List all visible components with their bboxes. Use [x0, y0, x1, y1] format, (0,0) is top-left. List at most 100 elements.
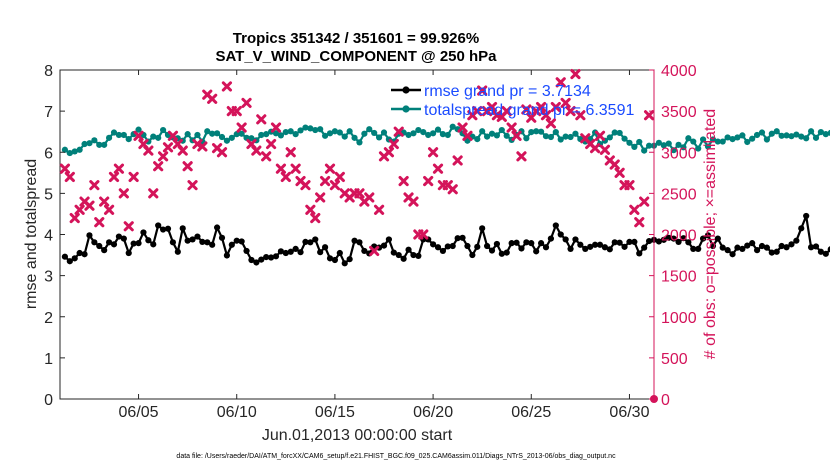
y2-tick-label: 2500 — [661, 186, 697, 203]
obs_assimilated-point — [432, 163, 444, 174]
rmse-point — [582, 245, 589, 252]
rmse-point — [670, 235, 677, 242]
totalspread-point — [71, 148, 78, 155]
rmse-point — [626, 238, 633, 245]
rmse-point — [606, 246, 613, 253]
obs_assimilated-point — [103, 204, 115, 215]
obs_assimilated-point — [614, 167, 625, 178]
obs_assimilated-point — [261, 151, 272, 162]
totalspread-point — [798, 133, 805, 140]
obs_assimilated-point — [418, 229, 429, 240]
y2-tick-label: 3000 — [661, 145, 697, 162]
rmse-point — [739, 245, 746, 252]
obs_assimilated-point — [59, 163, 71, 174]
totalspread-point — [660, 142, 667, 149]
obs_assimilated-point — [300, 180, 311, 191]
rmse-point — [272, 253, 280, 260]
rmse-point — [763, 244, 771, 251]
legend-totalspread-marker — [402, 105, 410, 113]
obs_assimilated-point — [329, 180, 341, 191]
obs_assimilated-point — [639, 196, 650, 207]
rmse-point — [130, 240, 137, 247]
rmse-point — [611, 239, 618, 246]
series-obs_assimilated — [59, 69, 655, 257]
obs_assimilated-point — [275, 163, 287, 174]
obs_assimilated-point — [408, 196, 419, 207]
obs_assimilated-point — [285, 147, 296, 158]
totalspread-point — [817, 129, 825, 136]
totalspread-point — [822, 131, 829, 138]
obs_assimilated-point — [354, 188, 365, 199]
obs_assimilated-point — [256, 114, 267, 125]
rmse-point — [665, 234, 672, 241]
rmse-point — [302, 238, 309, 245]
totalspread-point — [503, 132, 510, 139]
rmse-point — [307, 239, 314, 246]
obs_assimilated-point — [94, 217, 105, 228]
obs_assimilated-point — [157, 151, 169, 162]
y2-tick-label: 1000 — [661, 310, 697, 327]
rmse-point — [719, 244, 726, 251]
totalspread-point — [704, 143, 712, 150]
obs_assimilated-point — [64, 171, 75, 183]
rmse-point — [321, 244, 329, 251]
totalspread-point — [714, 138, 721, 145]
rmse-point — [336, 249, 343, 257]
rmse-point — [773, 248, 780, 255]
obs_assimilated-point — [187, 180, 198, 191]
totalspread-point — [228, 134, 235, 141]
legend-rmse-label: rmse grand pr = 3.7134 — [424, 83, 591, 100]
rmse-point — [120, 235, 127, 242]
totalspread-point — [557, 136, 564, 143]
obs_assimilated-point — [305, 204, 316, 215]
totalspread-point — [542, 133, 550, 140]
rmse-point — [616, 239, 623, 246]
rmse-point — [508, 240, 515, 247]
rmse-point — [699, 235, 707, 242]
rmse-point — [159, 226, 167, 233]
obs_assimilated-point — [319, 175, 331, 187]
obs_assimilated-point — [280, 171, 291, 183]
obs_assimilated-point — [545, 118, 557, 129]
rmse-point — [194, 233, 201, 240]
y-axis-label: rmse and totalspread — [23, 159, 40, 309]
y2-tick-label: 0 — [661, 392, 670, 409]
totalspread-point — [66, 149, 73, 157]
totalspread-point — [493, 132, 501, 139]
rmse-point — [267, 254, 275, 261]
rmse-point — [282, 249, 289, 257]
rmse-point — [238, 238, 245, 245]
rmse-point — [454, 235, 461, 242]
rmse-point — [356, 239, 363, 246]
rmse-point — [685, 239, 692, 246]
rmse-point — [537, 240, 545, 247]
rmse-point — [415, 252, 422, 259]
rmse-point — [778, 242, 785, 250]
data-file-footer: data file: /Users/raeder/DAI/ATM_forcXX/… — [176, 453, 616, 460]
totalspread-point — [258, 131, 265, 139]
rmse-point — [66, 258, 73, 265]
obs_assimilated-point — [153, 161, 164, 172]
rmse-point — [444, 243, 451, 250]
marks — [59, 69, 830, 403]
rmse-point — [695, 245, 702, 252]
totalspread-point — [282, 129, 289, 136]
rmse-point — [380, 242, 388, 249]
totalspread-point — [562, 133, 569, 140]
rmse-point — [660, 236, 667, 243]
rmse-point — [248, 256, 255, 264]
rmse-point — [61, 253, 69, 260]
totalspread-point — [356, 139, 363, 146]
rmse-point — [709, 242, 717, 250]
rmse-point — [798, 225, 805, 232]
rmse-point — [645, 237, 653, 245]
rmse-point — [277, 248, 285, 255]
obs_assimilated-point — [599, 144, 611, 155]
totalspread-point — [101, 141, 108, 148]
y2-tick-label: 4000 — [661, 63, 697, 80]
obs_assimilated-point — [270, 122, 282, 133]
rmse-point — [469, 251, 476, 259]
totalspread-point — [317, 126, 324, 133]
rmse-point — [439, 247, 447, 255]
x-tick-label: 06/25 — [511, 404, 551, 421]
